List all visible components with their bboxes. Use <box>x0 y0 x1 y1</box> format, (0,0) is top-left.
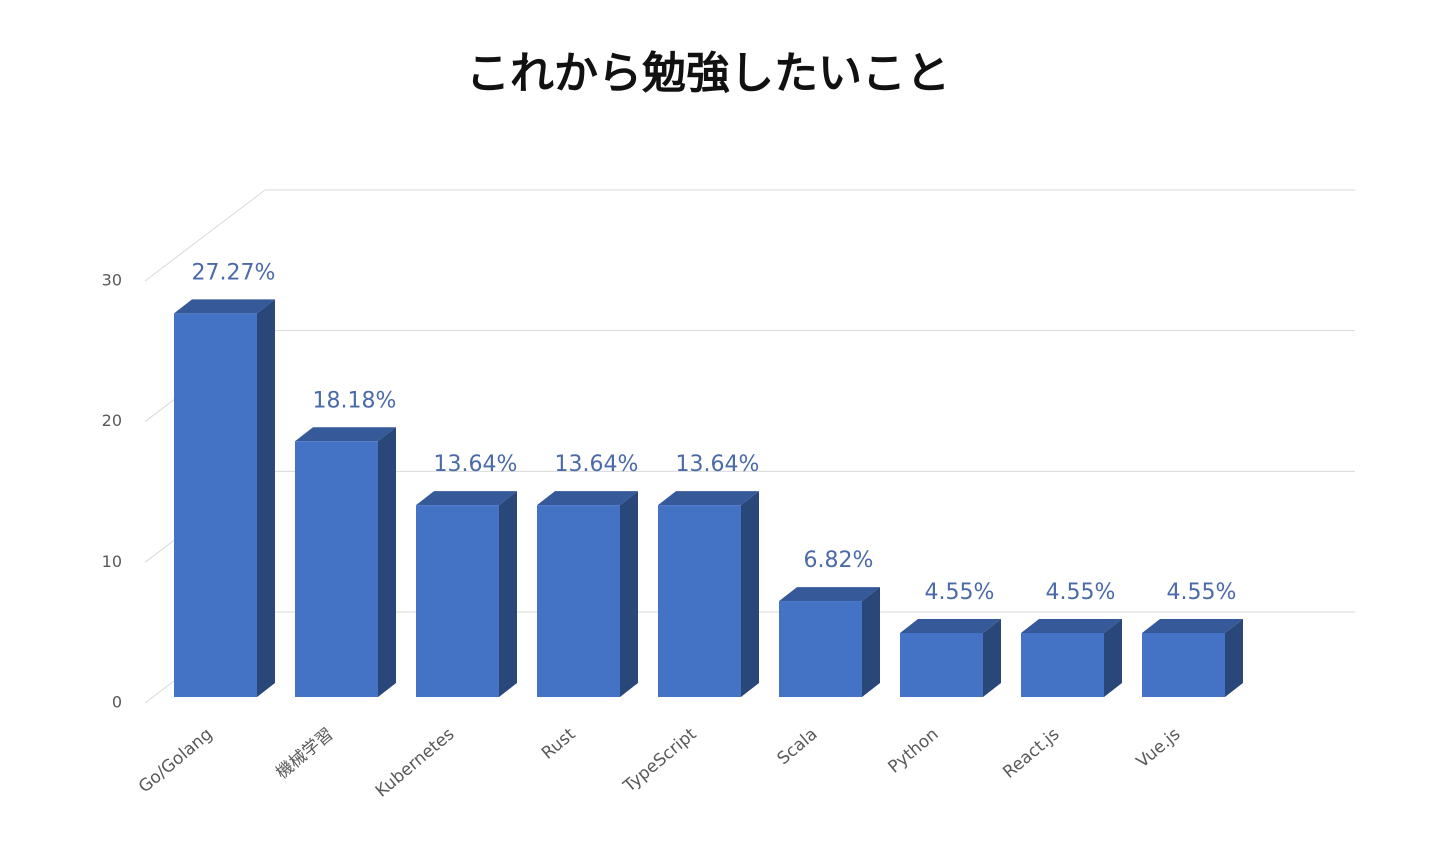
data-label: 13.64% <box>434 452 518 477</box>
bar-face <box>257 299 275 697</box>
data-label: 4.55% <box>925 580 995 605</box>
bar-face <box>537 491 638 506</box>
bar-face <box>620 491 638 697</box>
bar <box>658 491 759 697</box>
bar <box>174 299 275 697</box>
data-label: 4.55% <box>1167 580 1237 605</box>
y-tick-label: 10 <box>102 552 122 571</box>
bar-face <box>779 587 880 602</box>
bar-face <box>658 491 759 506</box>
bar-face <box>174 299 275 314</box>
bar <box>1021 618 1122 697</box>
bar-face <box>416 491 517 506</box>
data-label: 18.18% <box>313 388 397 413</box>
bar-face <box>1021 632 1104 697</box>
bar-face <box>295 427 396 442</box>
bar-face <box>295 441 378 697</box>
bar-face <box>1021 618 1122 633</box>
data-label: 13.64% <box>676 452 760 477</box>
bar-face <box>416 505 499 697</box>
bar-face <box>1142 632 1225 697</box>
bar-face <box>900 632 983 697</box>
chart-title: これから勉強したいこと <box>466 48 950 99</box>
bar <box>295 427 396 697</box>
bar-face <box>537 505 620 697</box>
bar-face <box>378 427 396 697</box>
bar-face <box>174 313 257 697</box>
bar <box>416 491 517 697</box>
bar <box>1142 618 1243 697</box>
bar <box>537 491 638 697</box>
bar-face <box>862 587 880 697</box>
bar-face <box>1104 618 1122 697</box>
bar-face <box>658 505 741 697</box>
bar-face <box>1225 618 1243 697</box>
data-label: 13.64% <box>555 452 639 477</box>
data-label: 27.27% <box>192 260 276 285</box>
y-tick-label: 20 <box>102 411 122 430</box>
bar-face <box>1142 618 1243 633</box>
y-tick-label: 30 <box>102 271 122 290</box>
bar-face <box>779 601 862 697</box>
grid-line <box>144 189 266 282</box>
bar-face <box>983 618 1001 697</box>
bar-face <box>741 491 759 697</box>
bar-face <box>900 618 1001 633</box>
bar <box>779 587 880 697</box>
y-tick-label: 0 <box>112 693 122 712</box>
bar <box>900 618 1001 697</box>
bar-face <box>499 491 517 697</box>
data-label: 4.55% <box>1046 580 1116 605</box>
data-label: 6.82% <box>804 548 874 573</box>
